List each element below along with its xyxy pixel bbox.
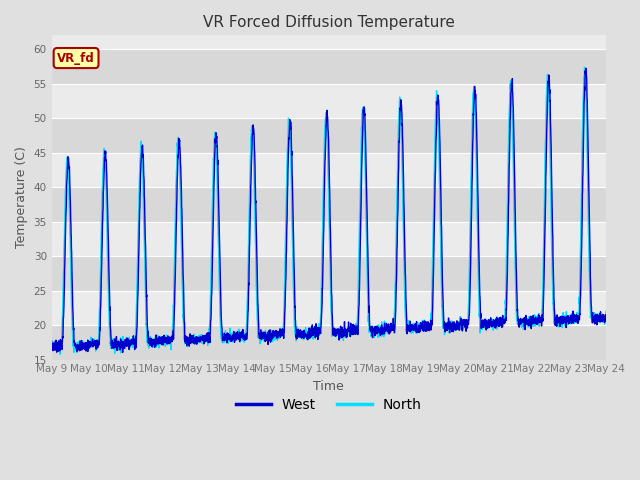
West (285, 145, 292, 151)
West (48, 338, 56, 344)
North (56, 351, 64, 357)
West (592, 314, 600, 320)
Line: West: West (52, 68, 606, 352)
Bar (52, 187, 606, 222)
Legend: West, North: West, North (230, 393, 427, 418)
West (111, 345, 119, 350)
North (532, 321, 540, 326)
West (532, 314, 540, 320)
Line: North: North (52, 67, 606, 354)
North (48, 338, 56, 344)
Y-axis label: Temperature (C): Temperature (C) (15, 146, 28, 249)
Bar (52, 84, 606, 118)
West (119, 349, 127, 355)
Bar (52, 118, 606, 153)
Bar (52, 290, 606, 325)
North (580, 64, 588, 70)
West (144, 329, 152, 335)
North (111, 339, 119, 345)
Bar (52, 49, 606, 84)
North (260, 336, 268, 342)
Bar (52, 153, 606, 187)
West (582, 65, 589, 71)
North (592, 321, 600, 326)
Text: VR_fd: VR_fd (57, 51, 95, 64)
Title: VR Forced Diffusion Temperature: VR Forced Diffusion Temperature (203, 15, 455, 30)
North (602, 308, 610, 314)
West (260, 334, 268, 339)
North (285, 115, 292, 121)
Bar (52, 325, 606, 360)
X-axis label: Time: Time (314, 380, 344, 393)
West (602, 313, 610, 319)
Bar (52, 222, 606, 256)
Bar (52, 256, 606, 290)
North (144, 336, 152, 342)
